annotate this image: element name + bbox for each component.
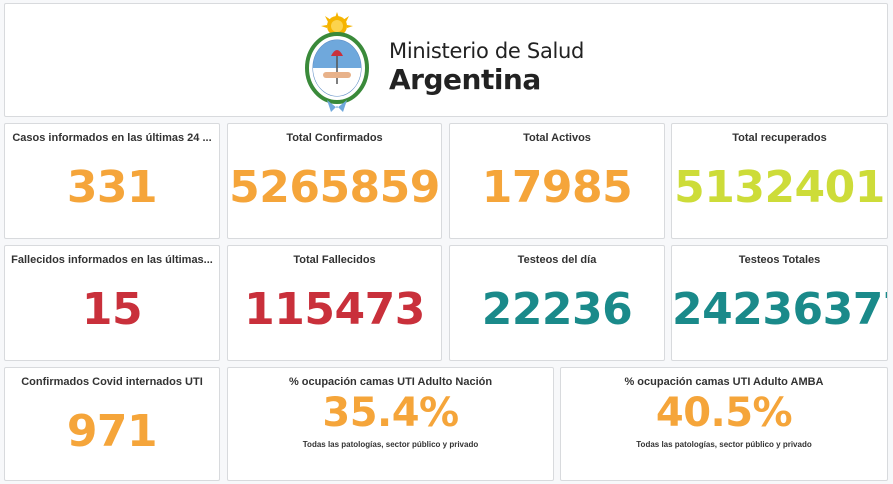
stat-card-total-active: Total Activos 17985 [449,123,665,239]
stat-title: Testeos Totales [738,254,821,266]
stat-value: 35.4% [322,390,459,436]
stat-card-total-confirmed: Total Confirmados 5265859 [227,123,442,239]
stat-title: Total Activos [523,132,591,144]
stat-title: Casos informados en las últimas 24 ... [12,132,212,144]
stat-title: % ocupación camas UTI Adulto AMBA [624,376,824,388]
stat-value: 40.5% [655,390,793,436]
argentina-coat-of-arms-icon [303,12,383,116]
country-name: Argentina [389,63,541,96]
stat-value: 17985 [481,162,633,213]
stat-title: Total recuperados [732,132,827,144]
stat-card-total-deaths: Total Fallecidos 115473 [227,245,442,361]
stat-title: Total Fallecidos [293,254,376,266]
stat-title: % ocupación camas UTI Adulto Nación [288,376,493,388]
stat-value: 24236377 [672,284,887,335]
stat-title: Testeos del día [517,254,597,266]
stat-card-total-recovered: Total recuperados 5132401 [671,123,888,239]
stat-subtitle: Todas las patologías, sector público y p… [302,440,479,449]
stat-value: 15 [81,284,143,335]
stat-card-icu-occupancy-nation: % ocupación camas UTI Adulto Nación 35.4… [227,367,554,481]
ministry-name: Ministerio de Salud [389,39,585,63]
stat-card-deaths-24h: Fallecidos informados en las últimas... … [4,245,220,361]
stat-value: 22236 [481,284,633,335]
stat-card-icu-occupancy-amba: % ocupación camas UTI Adulto AMBA 40.5% … [560,367,888,481]
stat-subtitle: Todas las patologías, sector público y p… [636,440,812,449]
stat-value: 331 [66,162,158,213]
stat-value: 115473 [244,284,425,335]
brand-text: Ministerio de Salud Argentina [389,38,584,96]
stat-title: Confirmados Covid internados UTI [21,376,203,388]
stat-card-tests-total: Testeos Totales 24236377 [671,245,888,361]
stat-card-cases-24h: Casos informados en las últimas 24 ... 3… [4,123,220,239]
stat-value: 971 [66,406,158,457]
stat-card-tests-day: Testeos del día 22236 [449,245,665,361]
stat-card-icu-confirmed: Confirmados Covid internados UTI 971 [4,367,220,481]
stat-title: Fallecidos informados en las últimas... [11,254,213,266]
stat-value: 5265859 [229,162,440,213]
stat-title: Total Confirmados [286,132,383,144]
header-panel: Ministerio de Salud Argentina [4,3,888,117]
stat-value: 5132401 [674,162,885,213]
